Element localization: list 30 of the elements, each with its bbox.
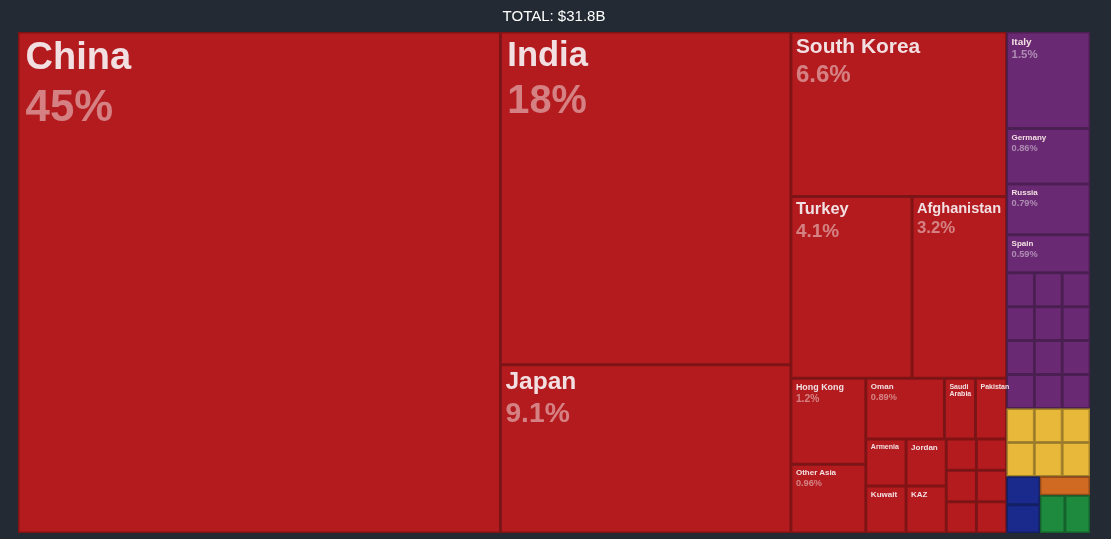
category-label: Italy: [1011, 35, 1032, 47]
data-label: 0.79%: [1011, 198, 1038, 209]
data-label: 6.6%: [795, 59, 851, 87]
data-label: 0.96%: [795, 478, 822, 489]
category-label: Jordan: [911, 443, 938, 453]
category-label: Afghanistan: [917, 199, 1002, 216]
category-label: Other Asia: [795, 468, 837, 478]
category-label: India: [507, 34, 589, 73]
data-label: 4.1%: [795, 219, 840, 241]
category-label: South Korea: [795, 34, 921, 58]
data-label: 9.1%: [505, 396, 570, 429]
category-label: KAZ: [911, 490, 928, 500]
data-label: 1.2%: [795, 393, 820, 405]
text: TOTAL: $31.8B: [502, 7, 606, 25]
category-label: Russia: [1011, 188, 1039, 198]
data-label: 45%: [25, 81, 114, 131]
category-label: Kuwait: [870, 490, 898, 500]
data-label: 18%: [507, 76, 587, 121]
category-label: Japan: [505, 366, 577, 394]
data-label: 3.2%: [917, 217, 956, 237]
data-label: 0.59%: [1011, 248, 1038, 259]
data-label: 0.89%: [870, 392, 897, 403]
category-label: Turkey: [795, 199, 850, 218]
category-label: Oman: [870, 382, 894, 392]
category-label: Hong Kong: [795, 382, 844, 393]
category-label: China: [25, 35, 133, 78]
data-label: 1.5%: [1011, 48, 1038, 61]
category-label: Spain: [1011, 238, 1034, 248]
category-label: Germany: [1011, 132, 1047, 142]
data-label: 0.86%: [1011, 142, 1038, 153]
